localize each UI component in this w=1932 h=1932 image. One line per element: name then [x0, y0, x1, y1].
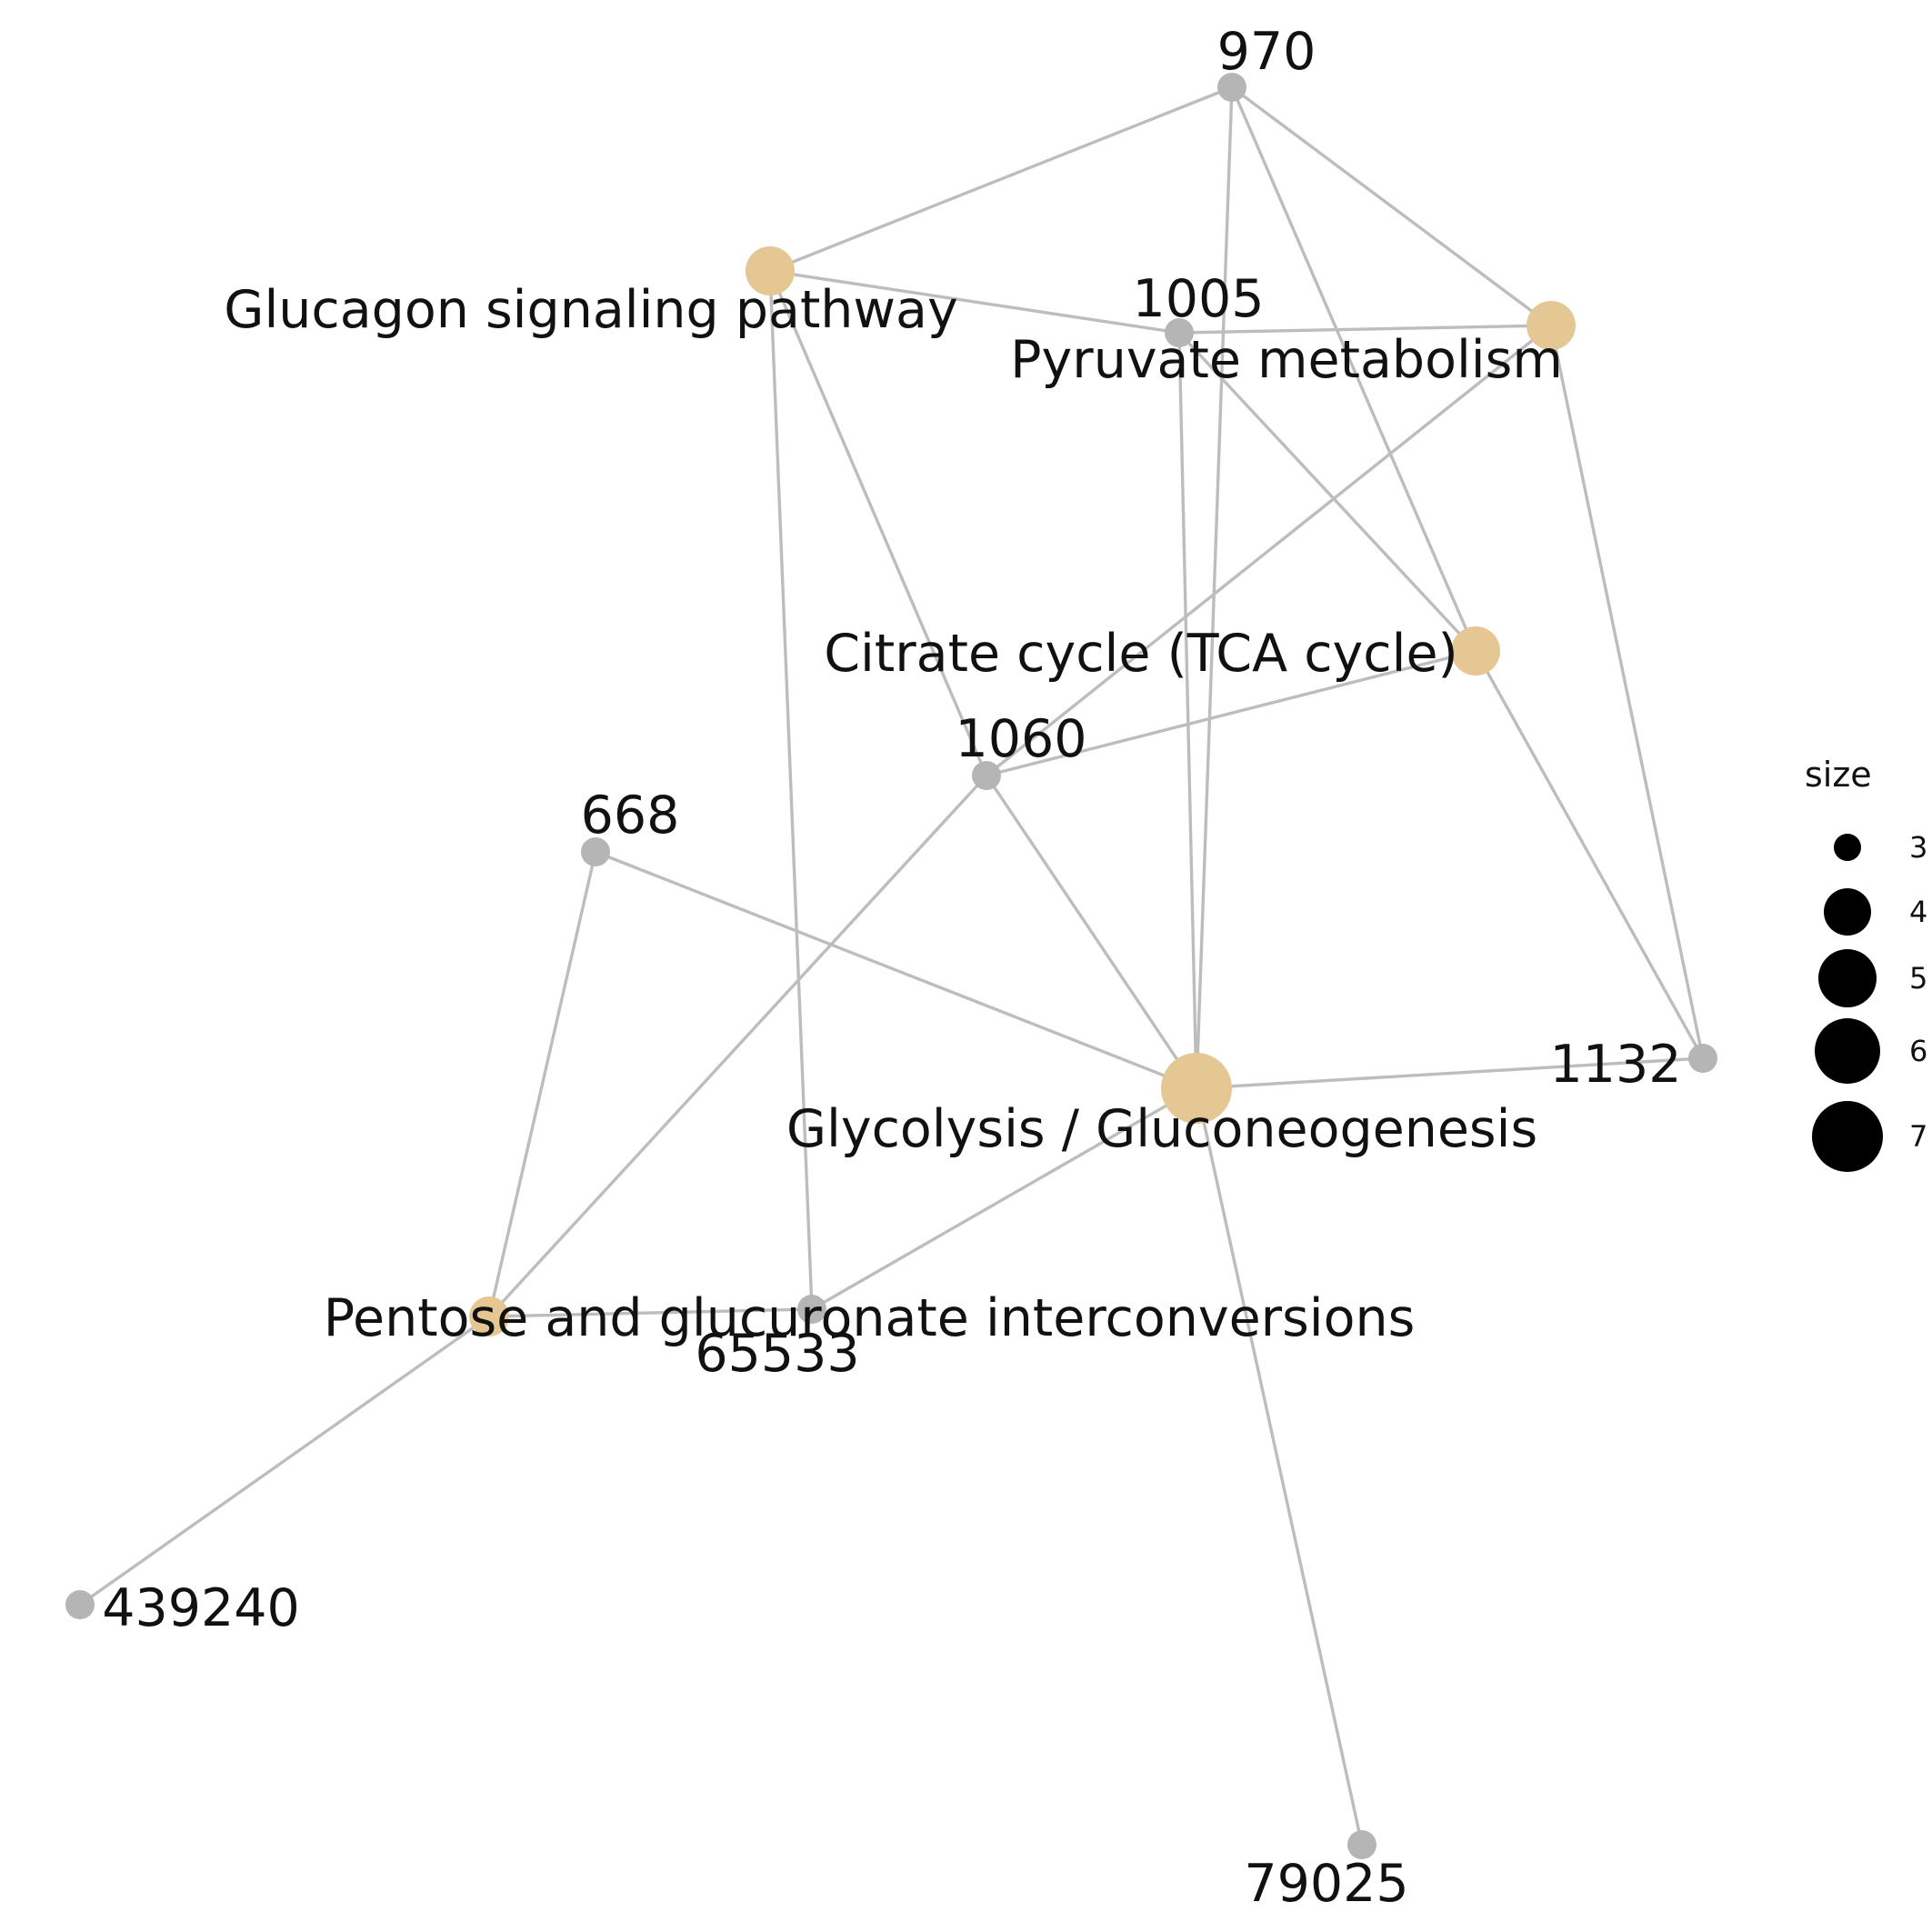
node-79025	[1347, 1830, 1376, 1859]
node-1060	[972, 761, 1001, 790]
node-label-970: 970	[1217, 22, 1316, 82]
node-citrate	[1451, 626, 1500, 676]
edge-668-glycolysis	[595, 850, 1197, 1090]
edge-glycolysis-65533	[811, 1086, 1197, 1311]
legend-value-6: 6	[1909, 1034, 1927, 1068]
legend-marker-7	[1812, 1101, 1883, 1172]
edge-pyruvate-1060	[985, 324, 1553, 777]
edge-1005-pyruvate	[1178, 324, 1552, 335]
edge-pyruvate-1132	[1549, 325, 1705, 1059]
node-label-pyruvate: Pyruvate metabolism	[1010, 330, 1563, 390]
node-label-citrate: Citrate cycle (TCA cycle)	[824, 624, 1458, 684]
edge-970-glucagon	[769, 85, 1233, 273]
nodes-layer	[65, 73, 1717, 1859]
node-label-79025: 79025	[1244, 1854, 1408, 1914]
node-439240	[65, 1590, 95, 1619]
node-label-glycolysis: Glycolysis / Gluconeogenesis	[786, 1099, 1537, 1159]
edge-citrate-1132	[1474, 650, 1705, 1059]
node-1005	[1165, 318, 1194, 347]
legend-items: 3 4 5 6 7	[1812, 830, 1927, 1172]
legend-value-5: 5	[1909, 961, 1927, 996]
edge-970-glycolysis	[1195, 86, 1234, 1089]
edges-layer	[79, 85, 1705, 1846]
edge-pentose-439240	[79, 1315, 490, 1607]
edge-970-pyruvate	[1230, 85, 1553, 327]
edge-glycolysis-79025	[1195, 1087, 1364, 1846]
size-legend: size 3 4 5 6 7	[1805, 755, 1927, 1172]
node-glycolysis	[1161, 1053, 1232, 1124]
edge-1005-glycolysis	[1177, 332, 1198, 1089]
node-pyruvate	[1527, 301, 1576, 350]
node-label-pentose: Pentose and glucuronate interconversions	[324, 1288, 1416, 1348]
edge-glycolysis-1132	[1196, 1056, 1704, 1090]
legend-marker-6	[1815, 1018, 1880, 1084]
legend-title: size	[1805, 755, 1872, 795]
legend-marker-4	[1824, 888, 1871, 936]
node-970	[1217, 73, 1246, 102]
legend-marker-5	[1818, 949, 1877, 1007]
edge-glucagon-65533	[768, 270, 814, 1310]
edge-glucagon-1005	[769, 269, 1180, 335]
node-668	[581, 837, 610, 866]
edge-668-pentose	[487, 851, 597, 1317]
edge-1060-pentose	[487, 774, 988, 1318]
node-glucagon	[746, 246, 795, 295]
labels-layer: 970 Glucagon signaling pathway 1005Pyruvat…	[102, 22, 1681, 1914]
legend-value-4: 4	[1909, 895, 1927, 929]
node-pentose	[469, 1296, 509, 1336]
edge-glucagon-1060	[768, 270, 988, 776]
node-label-668: 668	[581, 786, 680, 846]
edge-pentose-65533	[488, 1307, 813, 1318]
edge-1005-citrate	[1177, 331, 1477, 653]
node-label-1005: 1005	[1132, 269, 1264, 329]
node-1132	[1688, 1044, 1717, 1073]
node-label-439240: 439240	[102, 1578, 300, 1638]
node-label-1132: 1132	[1549, 1035, 1681, 1095]
edge-1060-glycolysis	[985, 775, 1198, 1089]
node-label-glucagon: Glucagon signaling pathway	[224, 280, 957, 340]
node-label-65533: 65533	[695, 1324, 859, 1384]
legend-value-3: 3	[1909, 830, 1927, 865]
legend-marker-3	[1834, 834, 1861, 861]
legend-value-7: 7	[1909, 1119, 1927, 1154]
edge-970-citrate	[1230, 86, 1477, 652]
node-label-1060: 1060	[955, 709, 1086, 769]
edge-citrate-1060	[986, 649, 1477, 777]
node-65533	[797, 1295, 826, 1324]
